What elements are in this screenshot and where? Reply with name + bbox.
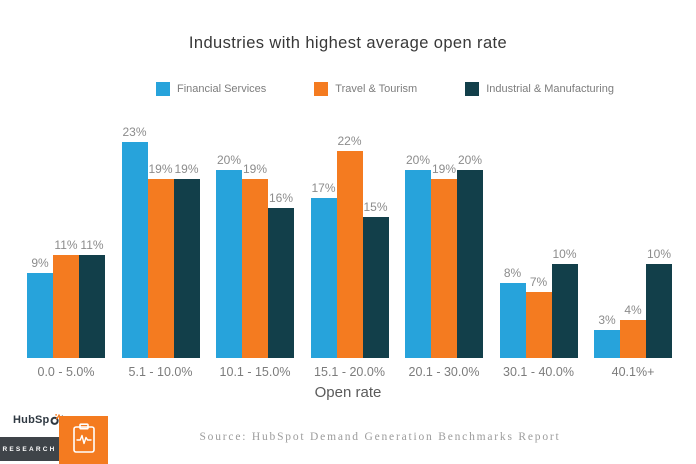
bar: 19%: [147, 162, 174, 358]
bar-group-6: 8% 7% 10%: [499, 247, 578, 358]
source-attribution: Source: HubSpot Demand Generation Benchm…: [199, 431, 561, 443]
bar-value-label: 4%: [624, 303, 642, 317]
bar: 9%: [27, 256, 53, 358]
bar-value-label: 10%: [646, 247, 672, 261]
bar-value-label: 19%: [174, 162, 199, 176]
x-axis: 0.0 - 5.0% 5.1 - 10.0% 10.1 - 15.0% 15.1 - …: [27, 365, 672, 379]
bar-value-label: 22%: [337, 134, 362, 148]
research-label: RESEARCH: [2, 445, 57, 453]
bar: 16%: [268, 191, 294, 358]
legend-item-1: Financial Services: [156, 82, 266, 96]
bar: 20%: [457, 153, 483, 358]
bar-value-label: 20%: [216, 153, 242, 167]
bar: 19%: [431, 162, 457, 358]
legend-item-3: Industrial & Manufacturing: [465, 82, 614, 96]
x-axis-category: 30.1 - 40.0%: [503, 365, 574, 379]
bar-value-label: 19%: [431, 162, 457, 176]
legend-swatch: [314, 82, 329, 96]
bar-group-2: 23% 19% 19%: [121, 125, 200, 358]
bar: 19%: [242, 162, 268, 358]
legend-label: Financial Services: [177, 83, 267, 95]
sprocket-icon: [50, 414, 60, 426]
x-axis-category: 0.0 - 5.0%: [37, 365, 95, 379]
chart-plot: 9% 11% 11% 23% 19% 19% 20% 19% 16% 17% 22% 15% 20% 19…: [27, 118, 672, 358]
bar-group-3: 20% 19% 16%: [216, 153, 294, 358]
x-axis-category: 40.1%+: [611, 365, 655, 379]
bar-value-label: 16%: [268, 191, 294, 205]
bar: 11%: [53, 238, 79, 358]
bar: 7%: [525, 275, 552, 358]
chart-title: Industries with highest average open rat…: [188, 34, 508, 52]
x-axis-category: 15.1 - 20.0%: [314, 365, 385, 379]
bar: 20%: [216, 153, 242, 358]
legend-label: Travel & Tourism: [335, 83, 418, 95]
legend-item-2: Travel & Tourism: [314, 82, 417, 96]
bar-group-4: 17% 22% 15%: [310, 134, 389, 358]
x-axis-category: 20.1 - 30.0%: [408, 365, 480, 379]
bar: 17%: [310, 181, 337, 358]
bar-value-label: 10%: [552, 247, 577, 261]
x-axis-title: Open rate: [314, 384, 382, 401]
bar-group-5: 20% 19% 20%: [405, 153, 483, 358]
legend-swatch: [465, 82, 480, 96]
bar: 3%: [594, 313, 620, 358]
bar: 22%: [336, 134, 363, 358]
research-bar: RESEARCH: [0, 437, 59, 461]
bar-value-label: 20%: [405, 153, 431, 167]
bar: 4%: [620, 303, 646, 358]
bar-group-7: 3% 4% 10%: [594, 247, 672, 358]
bar: 11%: [79, 238, 105, 358]
x-axis-category: 10.1 - 15.0%: [219, 365, 291, 379]
legend-swatch: [156, 82, 170, 96]
bar-value-label: 8%: [503, 266, 522, 280]
bar: 15%: [362, 200, 389, 358]
bar-value-label: 23%: [122, 125, 147, 139]
bar: 10%: [646, 247, 672, 358]
logo-tile: [59, 416, 108, 464]
bar-value-label: 7%: [529, 275, 548, 289]
wordmark-prefix: HubSp: [13, 414, 50, 426]
legend-label: Industrial & Manufacturing: [486, 83, 614, 95]
bar-value-label: 11%: [80, 238, 104, 252]
clipboard-pulse-icon: [72, 422, 96, 459]
x-axis-category: 5.1 - 10.0%: [128, 365, 193, 379]
bar-value-label: 19%: [242, 162, 268, 176]
bar-value-label: 17%: [311, 181, 336, 195]
bar: 20%: [405, 153, 431, 358]
bar-value-label: 3%: [598, 313, 616, 327]
bar-value-label: 11%: [54, 238, 78, 252]
hubspot-wordmark: HubSp t: [13, 414, 64, 426]
bar-value-label: 19%: [148, 162, 173, 176]
bar-group-1: 9% 11% 11%: [27, 238, 105, 358]
bar-value-label: 15%: [363, 200, 388, 214]
bar: 19%: [173, 162, 200, 358]
bar-value-label: 9%: [31, 256, 49, 270]
bar: 23%: [121, 125, 148, 358]
bar: 10%: [551, 247, 578, 358]
legend: Financial Services Travel & Tourism Indust…: [156, 82, 614, 96]
bar: 8%: [499, 266, 526, 358]
hubspot-research-logo: HubSp t RESEARCH: [0, 410, 110, 464]
bar-value-label: 20%: [457, 153, 483, 167]
